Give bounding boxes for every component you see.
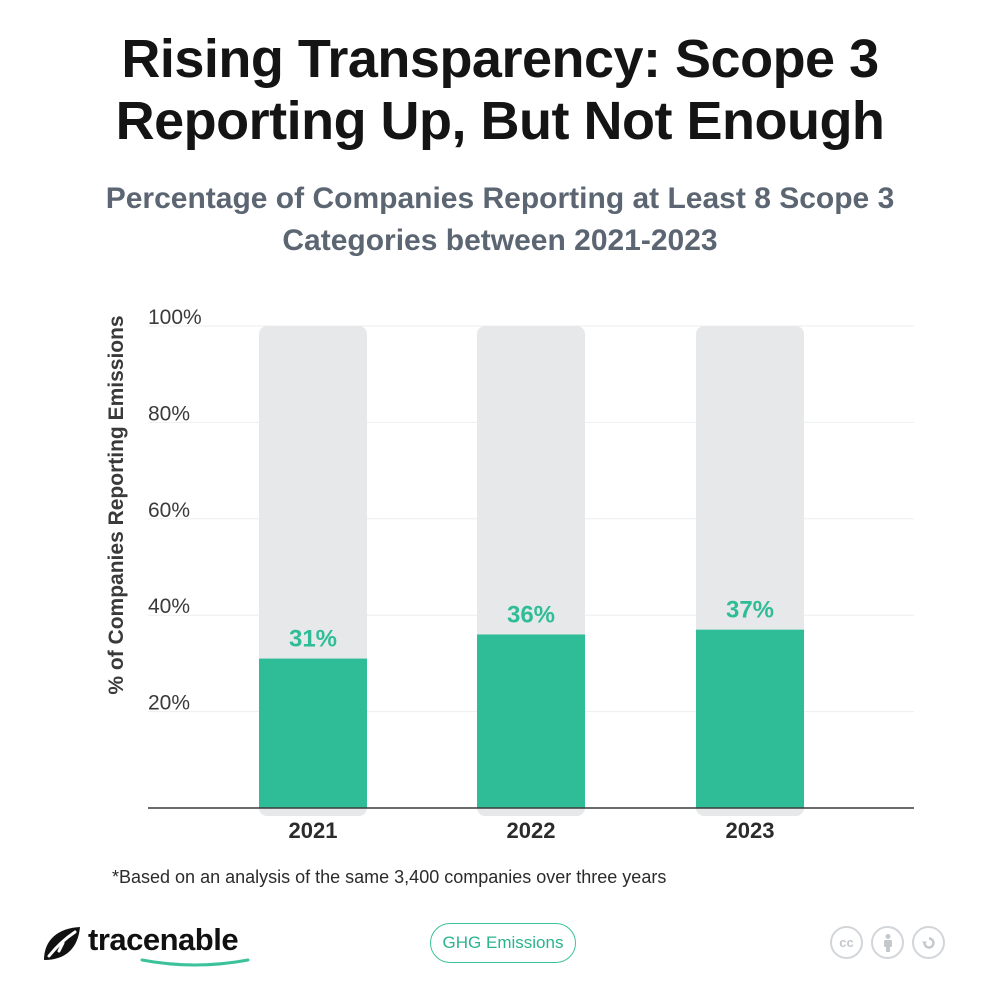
bar-2021 bbox=[259, 659, 367, 808]
y-tick-label: 40% bbox=[148, 595, 190, 618]
data-label: 31% bbox=[289, 626, 337, 653]
cc-icon: cc bbox=[830, 926, 863, 959]
x-tick-label: 2021 bbox=[289, 818, 338, 843]
attribution-icon bbox=[871, 926, 904, 959]
share-alike-icon bbox=[912, 926, 945, 959]
y-tick-label: 20% bbox=[148, 692, 190, 715]
topic-tag[interactable]: GHG Emissions bbox=[430, 923, 576, 963]
license-icons: cc bbox=[830, 926, 945, 959]
x-tick-label: 2023 bbox=[726, 818, 775, 843]
y-tick-label: 60% bbox=[148, 499, 190, 522]
y-tick-label: 100% bbox=[148, 306, 202, 329]
tracenable-leaf-icon bbox=[40, 924, 82, 964]
bar-2023 bbox=[696, 630, 804, 808]
brand-name: tracenable bbox=[88, 922, 238, 958]
x-tick-label: 2022 bbox=[507, 818, 556, 843]
y-axis-label: % of Companies Reporting Emissions bbox=[105, 315, 128, 694]
data-label: 36% bbox=[507, 601, 555, 628]
brand-logo[interactable]: tracenable bbox=[40, 918, 238, 970]
data-label: 37% bbox=[726, 597, 774, 624]
footnote: *Based on an analysis of the same 3,400 … bbox=[112, 867, 666, 888]
bar-chart: 20% 40% 60% 80% 100% % of Companies Reporting… bbox=[0, 0, 1000, 860]
brand-underline bbox=[140, 956, 250, 968]
y-tick-label: 80% bbox=[148, 402, 190, 425]
bar-2022 bbox=[477, 634, 585, 808]
